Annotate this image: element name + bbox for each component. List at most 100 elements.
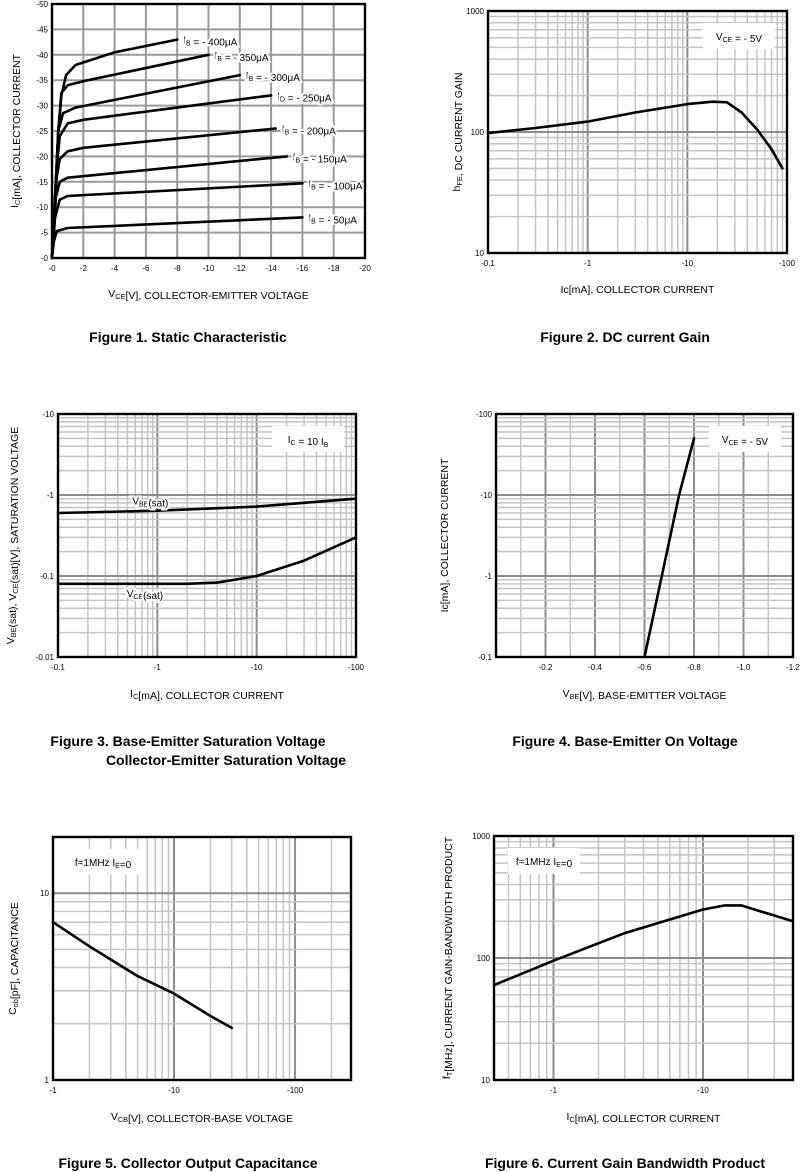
plot-frame xyxy=(494,412,795,659)
series-label: ID = - 250μA xyxy=(277,91,332,104)
text-segment: I xyxy=(130,688,133,700)
text-segment: = 10 I xyxy=(296,437,324,448)
x-tick-label: -100 xyxy=(348,663,365,672)
text-segment: = - 5V xyxy=(738,437,768,448)
x-tick-label: -1 xyxy=(49,1086,57,1095)
y-tick-label: -0.1 xyxy=(40,572,54,581)
text-segment: V xyxy=(716,32,723,43)
y-axis-label: VBE(sat), VCE(sat)[V], SATURATION VOLTAG… xyxy=(5,427,21,645)
x-tick-label: -2 xyxy=(80,264,88,273)
series-label: IB = - 350μA xyxy=(215,51,269,64)
text-segment: Ic[mA], COLLECTOR CURRENT xyxy=(439,458,451,612)
text-segment: I xyxy=(288,435,291,446)
series-label: IB = - 50μA xyxy=(308,213,357,226)
text-segment: f=1MHz I xyxy=(516,857,556,868)
text-segment: C xyxy=(7,1007,19,1015)
x-axis-label: Ic[mA], COLLECTOR CURRENT xyxy=(561,284,715,296)
y-tick-label: -0 xyxy=(41,254,49,263)
y-tick-label: -40 xyxy=(36,51,48,60)
y-tick-label: -10 xyxy=(480,491,492,500)
x-tick-label: -1 xyxy=(584,259,592,268)
text-segment: I xyxy=(215,51,218,62)
subscript-text: E xyxy=(115,863,120,870)
legend-text: VCE = - 5V xyxy=(716,32,762,45)
figure-caption: Figure 2. DC current Gain xyxy=(540,329,710,345)
y-tick-label: -100 xyxy=(476,410,493,419)
text-segment: V xyxy=(562,688,569,700)
subscript-text: B xyxy=(186,41,191,48)
text-segment: I xyxy=(282,124,285,135)
series-label: IB = - 200μA xyxy=(282,124,336,137)
chart-figure-4: VCE = - 5V-0.2 -0.4 -0.6 -0.8 -1.0 -1.2-0.1-1… xyxy=(439,410,800,749)
subscript-text: BE xyxy=(139,502,149,509)
plot-frame xyxy=(486,9,789,255)
text-segment: [pF], CAPACITANCE xyxy=(9,902,21,999)
x-tick-label: -12 xyxy=(234,264,246,273)
subscript-text: FE xyxy=(455,176,464,185)
text-segment: = - 150μA xyxy=(300,154,347,165)
series-label: VCE(sat) xyxy=(127,589,163,602)
figure-caption: Figure 1. Static Characteristic xyxy=(89,329,287,345)
text-segment: =0 xyxy=(120,860,132,871)
x-tick-label: -10 xyxy=(168,1086,180,1095)
plot-frame xyxy=(492,834,795,1082)
subscript-text: E xyxy=(556,862,561,869)
text-segment: h xyxy=(451,185,463,191)
text-segment: = - 100μA xyxy=(316,181,363,192)
subscript-text: B xyxy=(311,218,316,225)
text-segment: V xyxy=(132,497,139,508)
legend-box xyxy=(709,426,781,452)
x-tick-label: -0.2 xyxy=(539,663,553,672)
x-tick-label: -10 xyxy=(251,663,263,672)
y-tick-label: -15 xyxy=(36,178,48,187)
subscript-text: CE xyxy=(729,440,739,447)
y-axis-label: Ic[mA], COLLECTOR CURRENT xyxy=(439,458,451,612)
x-tick-label: -0.4 xyxy=(588,663,602,672)
x-tick-label: -4 xyxy=(111,264,119,273)
legend-text: VCE = - 5V xyxy=(722,435,768,448)
text-segment: I xyxy=(277,91,280,102)
x-tick-label: -6 xyxy=(142,264,150,273)
subscript-text: CE xyxy=(133,594,143,601)
text-segment: I xyxy=(308,179,311,190)
y-tick-label: -10 xyxy=(42,410,54,419)
subscript-text: CE xyxy=(115,292,125,301)
y-tick-label: -50 xyxy=(36,0,48,9)
text-segment: (sat)[V], SATURATION VOLTAGE xyxy=(9,427,21,584)
text-segment: [MHz], CURRENT GAIN-BANDWIDTH PRODUCT xyxy=(443,836,455,1071)
text-segment: (sat), V xyxy=(7,594,19,628)
x-axis-label: VCE[V], COLLECTOR-EMITTER VOLTAGE xyxy=(108,288,308,302)
text-segment: I xyxy=(567,1111,570,1123)
chart-figure-5: f=1MHz IE=0 -1 -10 -100 1 10 VCB[V], COLLECTOR… xyxy=(7,835,353,1171)
y-tick-label: 10 xyxy=(475,249,484,258)
x-axis-label: VCB[V], COLLECTOR-BASE VOLTAGE xyxy=(111,1111,293,1125)
subscript-text: T xyxy=(445,1071,454,1076)
text-segment: V xyxy=(722,435,729,446)
text-segment: = - 400μA xyxy=(191,38,238,49)
text-segment: I xyxy=(183,36,186,47)
text-segment: (sat) xyxy=(148,499,168,510)
legend-box xyxy=(703,23,775,49)
series-line xyxy=(50,182,304,260)
y-tick-label: 1000 xyxy=(466,7,484,16)
figure-caption: Collector-Emitter Saturation Voltage xyxy=(106,752,346,768)
subscript-text: BE xyxy=(569,692,579,701)
x-tick-label: -1.0 xyxy=(737,663,751,672)
y-axis-label: hFE, DC CURRENT GAIN xyxy=(451,73,465,192)
y-axis-label: IC[mA], COLLECTOR CURRENT xyxy=(9,53,23,207)
plot-frame xyxy=(56,412,358,659)
text-segment: (sat) xyxy=(143,591,163,602)
x-tick-label: -14 xyxy=(265,264,277,273)
series-line xyxy=(492,904,795,987)
series-label: IB = - 400μA xyxy=(183,36,237,49)
y-tick-label: -10 xyxy=(36,203,48,212)
x-tick-label: -0 xyxy=(48,264,56,273)
text-segment: [V], COLLECTOR-EMITTER VOLTAGE xyxy=(126,290,309,302)
series-line xyxy=(50,127,278,260)
text-segment: V xyxy=(5,637,17,644)
text-segment: = - 5V xyxy=(732,34,762,45)
series-line xyxy=(486,100,784,170)
y-tick-label: -1 xyxy=(47,491,55,500)
